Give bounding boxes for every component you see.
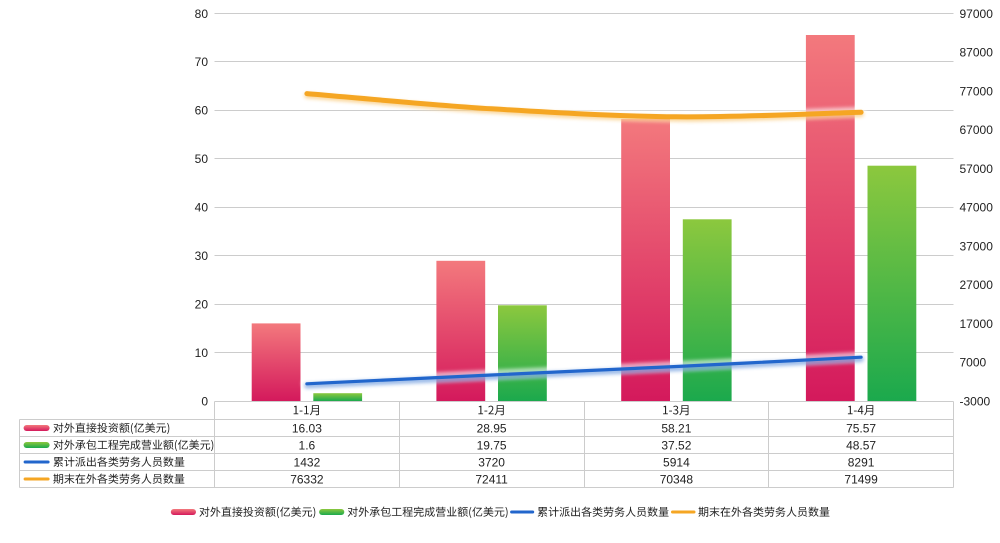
svg-text:8291: 8291 [848, 455, 875, 469]
svg-text:7000: 7000 [960, 356, 987, 370]
svg-text:57000: 57000 [960, 162, 994, 176]
svg-text:60: 60 [195, 104, 209, 118]
svg-text:47000: 47000 [960, 201, 994, 215]
svg-text:75.57: 75.57 [846, 421, 876, 435]
svg-text:1432: 1432 [294, 455, 321, 469]
svg-text:10: 10 [195, 346, 209, 360]
svg-text:37.52: 37.52 [661, 438, 691, 452]
svg-text:30: 30 [195, 249, 209, 263]
svg-text:20: 20 [195, 297, 209, 311]
svg-text:70348: 70348 [660, 472, 694, 486]
svg-text:1.6: 1.6 [299, 438, 316, 452]
svg-text:87000: 87000 [960, 46, 994, 60]
svg-text:50: 50 [195, 152, 209, 166]
svg-text:3720: 3720 [478, 455, 505, 469]
svg-text:19.75: 19.75 [477, 438, 507, 452]
svg-text:0: 0 [201, 394, 208, 408]
svg-text:58.21: 58.21 [661, 421, 691, 435]
svg-text:17000: 17000 [960, 317, 994, 331]
svg-text:-3000: -3000 [960, 394, 991, 408]
svg-text:76332: 76332 [290, 472, 324, 486]
svg-text:71499: 71499 [844, 472, 878, 486]
svg-text:16.03: 16.03 [292, 421, 322, 435]
svg-text:80: 80 [195, 7, 209, 21]
svg-text:70: 70 [195, 55, 209, 69]
svg-text:67000: 67000 [960, 123, 994, 137]
svg-text:5914: 5914 [663, 455, 690, 469]
svg-text:28.95: 28.95 [477, 421, 507, 435]
svg-text:97000: 97000 [960, 7, 994, 21]
svg-text:48.57: 48.57 [846, 438, 876, 452]
svg-text:27000: 27000 [960, 278, 994, 292]
svg-text:72411: 72411 [475, 472, 508, 486]
svg-text:40: 40 [195, 201, 209, 215]
svg-text:77000: 77000 [960, 84, 994, 98]
svg-text:37000: 37000 [960, 239, 994, 253]
